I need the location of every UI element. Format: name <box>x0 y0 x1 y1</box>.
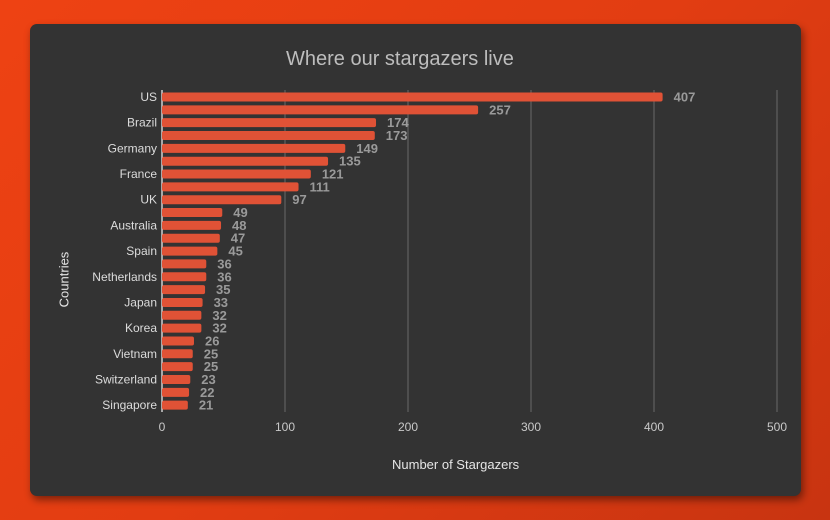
chart-card <box>30 24 801 496</box>
bar-value-label: 26 <box>205 333 219 348</box>
bar <box>162 246 218 256</box>
x-tick-label: 400 <box>644 420 664 434</box>
bar-value-label: 25 <box>204 346 218 361</box>
y-tick-label: UK <box>140 193 157 207</box>
bar <box>162 387 190 397</box>
bar-value-label: 35 <box>216 282 230 297</box>
y-tick-label: Japan <box>124 295 157 309</box>
bar <box>162 105 479 115</box>
bar-value-label: 22 <box>200 385 214 400</box>
bar <box>162 156 329 166</box>
bar <box>162 169 311 179</box>
bar-value-label: 48 <box>232 218 246 233</box>
bar-value-label: 149 <box>356 141 378 156</box>
y-tick-label: Spain <box>126 244 157 258</box>
bar <box>162 131 375 141</box>
bar <box>162 323 202 333</box>
y-tick-label: US <box>140 90 157 104</box>
bar-value-label: 47 <box>231 231 245 246</box>
bar-value-label: 32 <box>212 308 226 323</box>
chart-title: Where our stargazers live <box>286 48 514 70</box>
bar <box>162 336 194 346</box>
bar <box>162 285 206 295</box>
bar <box>162 259 207 269</box>
bar-value-label: 257 <box>489 102 511 117</box>
bar-value-label: 32 <box>212 321 226 336</box>
x-tick-label: 0 <box>159 420 166 434</box>
bar <box>162 374 191 384</box>
bar-value-label: 174 <box>387 115 409 130</box>
bar-value-label: 36 <box>217 256 231 271</box>
bar <box>162 118 377 128</box>
bar <box>162 362 193 372</box>
bar <box>162 143 346 153</box>
bar-value-label: 21 <box>199 398 213 413</box>
x-tick-label: 500 <box>767 420 787 434</box>
bar-value-label: 121 <box>322 167 344 182</box>
bar <box>162 182 299 192</box>
y-tick-label: Korea <box>125 321 157 335</box>
x-tick-label: 100 <box>275 420 295 434</box>
bar <box>162 400 188 410</box>
y-tick-label: Germany <box>108 141 157 155</box>
x-tick-label: 200 <box>398 420 418 434</box>
bar <box>162 297 203 307</box>
bar-value-label: 111 <box>310 179 330 194</box>
bar-value-label: 23 <box>201 372 215 387</box>
bar <box>162 272 207 282</box>
bar-value-label: 407 <box>674 90 696 105</box>
bar-value-label: 135 <box>339 154 361 169</box>
y-tick-label: Vietnam <box>113 347 157 361</box>
y-tick-label: Netherlands <box>92 270 157 284</box>
bar-value-label: 49 <box>233 205 247 220</box>
bar <box>162 349 193 359</box>
bar-value-label: 45 <box>228 244 242 259</box>
x-tick-label: 300 <box>521 420 541 434</box>
bar-value-label: 97 <box>292 192 306 207</box>
bar-value-label: 33 <box>214 295 228 310</box>
bar <box>162 92 663 102</box>
bar <box>162 233 220 243</box>
bar <box>162 310 202 320</box>
x-axis-label: Number of Stargazers <box>392 457 520 472</box>
bar-value-label: 36 <box>217 269 231 284</box>
bar <box>162 220 222 230</box>
y-tick-label: Switzerland <box>95 372 157 386</box>
bar-value-label: 173 <box>386 128 408 143</box>
y-tick-label: Brazil <box>127 116 157 130</box>
bar <box>162 195 282 205</box>
y-tick-label: Australia <box>110 218 157 232</box>
y-tick-label: Singapore <box>102 398 157 412</box>
bar-value-label: 25 <box>204 359 218 374</box>
bar <box>162 208 223 218</box>
y-tick-label: France <box>120 167 158 181</box>
